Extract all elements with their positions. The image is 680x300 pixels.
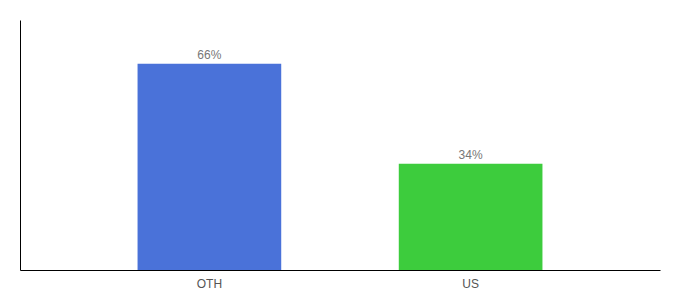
x-tick-label: US	[462, 277, 479, 291]
x-tick: US	[462, 277, 479, 291]
y-axis-line	[20, 21, 21, 271]
x-axis-line	[21, 270, 661, 271]
chart: 66% 34% OTH US	[0, 0, 680, 300]
plot-area: 66% 34% OTH US	[21, 21, 661, 291]
data-labels: 66% 34%	[197, 48, 483, 162]
bar	[138, 64, 282, 270]
bar	[399, 164, 543, 270]
data-label: 34%	[459, 148, 483, 162]
x-tick-label: OTH	[197, 277, 222, 291]
x-tick: OTH	[197, 277, 222, 291]
y-axis	[20, 21, 21, 271]
bars	[138, 64, 543, 270]
data-label: 66%	[197, 48, 221, 62]
x-axis: OTH US	[21, 271, 661, 291]
